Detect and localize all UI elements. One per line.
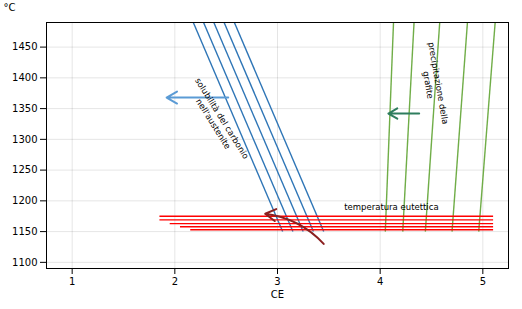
svg-text:precipitazione dellagrafite: precipitazione dellagrafite <box>416 41 450 126</box>
svg-text:1300: 1300 <box>12 134 37 145</box>
svg-text:1400: 1400 <box>12 72 37 83</box>
svg-text:solubilità del carbonionell'au: solubilità del carbonionell'austenite <box>184 76 251 166</box>
svg-text:1100: 1100 <box>12 257 37 268</box>
svg-text:temperatura eutettica: temperatura eutettica <box>344 202 438 212</box>
svg-text:5: 5 <box>480 276 486 287</box>
svg-text:1250: 1250 <box>12 164 37 175</box>
svg-text:1: 1 <box>69 276 75 287</box>
svg-text:1200: 1200 <box>12 195 37 206</box>
svg-text:CE: CE <box>271 289 284 300</box>
svg-text:4: 4 <box>377 276 383 287</box>
svg-text:1150: 1150 <box>12 226 37 237</box>
svg-text:1350: 1350 <box>12 103 37 114</box>
svg-text:°C: °C <box>4 2 16 13</box>
svg-text:3: 3 <box>274 276 280 287</box>
svg-text:1450: 1450 <box>12 41 37 52</box>
svg-text:2: 2 <box>172 276 178 287</box>
